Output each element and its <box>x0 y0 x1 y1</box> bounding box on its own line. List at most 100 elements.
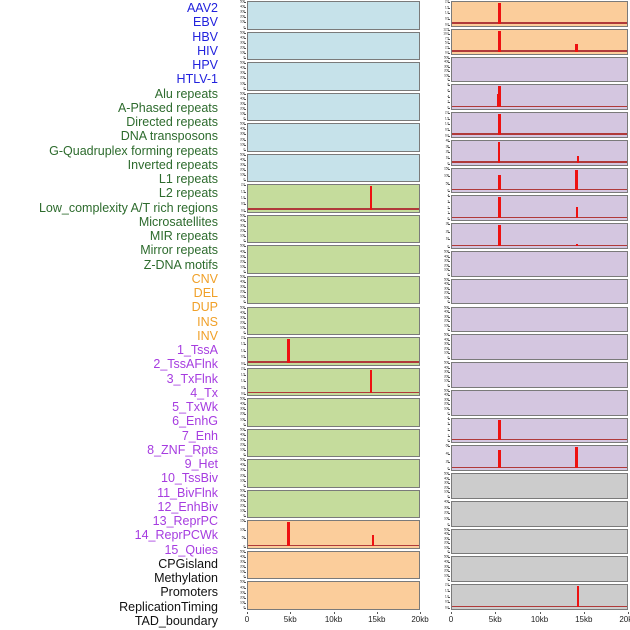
track-plot-area <box>247 428 420 458</box>
track-plot-area <box>451 223 628 249</box>
track-baseline <box>452 50 627 52</box>
track-plot-area <box>451 56 628 83</box>
right-x-axis: 0 5kb 10kb 15kb 20kb <box>432 612 630 630</box>
track-baseline <box>248 391 419 394</box>
track-plot-area <box>247 459 420 488</box>
track-plot-area <box>451 195 628 222</box>
y-axis-ticks: 5004003002001000 <box>228 0 246 31</box>
coverage-bar <box>498 3 501 24</box>
track-label: Low_complexity A/T rich regions <box>38 200 218 215</box>
y-axis-ticks: 5004003002001000 <box>228 488 246 520</box>
y-axis-ticks: 5004003002001000 <box>228 30 246 62</box>
x-axis-tick-label: 0 <box>448 615 454 624</box>
coverage-bar <box>498 197 501 219</box>
coverage-bar <box>575 169 578 191</box>
track-plot-area <box>451 473 628 499</box>
x-axis-tick <box>247 612 248 614</box>
track-baseline <box>452 133 627 135</box>
y-axis-ticks: 3020100 <box>432 222 450 250</box>
coverage-track: 5004003002001000 <box>432 527 628 556</box>
track-plot-area <box>451 500 628 527</box>
coverage-track: 43210 <box>432 194 628 222</box>
track-label: AAV2 <box>186 1 218 15</box>
track-label: Z-DNA motifs <box>143 257 218 272</box>
y-axis-ticks: 5004003002001000 <box>228 458 246 489</box>
track-plot-area <box>451 584 628 610</box>
y-axis-ticks: 5004003002001000 <box>228 213 246 245</box>
track-label: Alu repeats <box>154 86 218 101</box>
track-plot-area <box>451 112 628 138</box>
track-label: 14_ReprPCWk <box>134 528 218 543</box>
coverage-track: 5004003002001000 <box>432 471 628 500</box>
x-axis-tick <box>628 612 629 614</box>
y-axis-ticks: 2.0 1.5 1.0 0.5 0.0 <box>240 335 246 365</box>
y-axis-ticks: 5004003002001000 <box>228 60 246 92</box>
y-axis-ticks: 5004003002001000 <box>432 249 450 278</box>
coverage-track: 86420 <box>432 83 628 111</box>
x-axis-tick <box>495 612 497 614</box>
coverage-bar <box>287 522 290 546</box>
y-axis-ticks: 5004003002001000 <box>228 549 246 581</box>
x-axis-tick-label: 5kb <box>488 615 502 624</box>
track-label: 3_TxFlnk <box>166 371 218 386</box>
track-plot-area <box>451 139 628 166</box>
track-label: 9_Het <box>184 457 218 471</box>
track-label: 13_ReprPC <box>152 514 218 528</box>
coverage-bar <box>371 535 375 546</box>
track-label: HBV <box>192 29 218 44</box>
track-plot-area <box>247 337 420 366</box>
track-label: HPV <box>192 58 218 72</box>
track-label-column: AAV2 EBV HBV HIV HPV HTLV-1 Alu repeats A-Phase… <box>0 0 218 628</box>
coverage-track: 5004003002001000 <box>228 549 420 581</box>
coverage-track: 2.0 1.5 1.0 0.5 0.0 <box>228 183 420 214</box>
coverage-track: 12.5 10.0 7.5 5.0 2.5 0.0 <box>432 27 628 56</box>
track-plot-area <box>247 62 420 91</box>
coverage-bar <box>575 447 578 469</box>
coverage-bar <box>498 450 501 469</box>
track-label: DEL <box>193 286 218 300</box>
track-plot-area <box>451 556 628 583</box>
coverage-track: 5004003002001000 <box>432 555 628 583</box>
coverage-bar <box>497 141 500 163</box>
y-axis-ticks: 5004003002001000 <box>228 91 246 123</box>
y-axis-ticks: 4003002001000 <box>432 499 450 528</box>
track-label: INS <box>197 314 218 329</box>
track-plot-area <box>451 84 628 111</box>
y-axis-ticks: 2.0 1.5 1.0 0.5 0.0 <box>240 365 246 396</box>
y-axis-ticks: 86420 <box>432 83 450 111</box>
x-axis-tick <box>376 612 378 614</box>
track-label: DUP <box>191 300 218 315</box>
track-label: CPGisland <box>158 556 218 571</box>
track-label: EBV <box>192 15 218 30</box>
coverage-track: 5004003002001000 <box>228 91 420 123</box>
coverage-track: 5004003002001000 <box>228 0 420 31</box>
coverage-track: 5004003002001000 <box>228 427 420 459</box>
track-plot-area <box>247 306 420 336</box>
y-axis-ticks: 5004003002001000 <box>432 388 450 417</box>
coverage-bar <box>498 114 501 135</box>
track-label: 4_Tx <box>190 385 218 400</box>
track-plot-area <box>247 520 420 549</box>
coverage-track: 5004003002001000 <box>228 305 420 337</box>
coverage-bar <box>576 244 579 246</box>
y-axis-ticks: 43210 <box>432 416 450 445</box>
y-axis-ticks: 43210 <box>432 194 450 222</box>
track-label: ReplicationTiming <box>119 599 218 614</box>
track-label: Microsatellites <box>138 214 218 229</box>
track-label: G-Quadruplex forming repeats <box>49 143 218 158</box>
track-plot-area <box>247 398 420 427</box>
y-axis-ticks: 5004003002001000 <box>432 555 450 583</box>
track-plot-area <box>451 250 628 277</box>
coverage-track: 2.0 1.5 1.0 0.5 0.0 <box>228 335 420 367</box>
track-label: TAD_boundary <box>134 613 218 628</box>
y-axis-ticks: 5004003002001000 <box>432 305 450 334</box>
track-plot-area <box>247 123 420 152</box>
track-plot-area <box>247 153 420 183</box>
y-axis-ticks: 5004003002001000 <box>432 527 450 556</box>
track-label: 12_EnhBiv <box>157 499 218 514</box>
track-plot-area <box>451 389 628 416</box>
x-axis-tick <box>420 612 421 614</box>
coverage-track: 5004003002001000 <box>432 55 628 84</box>
